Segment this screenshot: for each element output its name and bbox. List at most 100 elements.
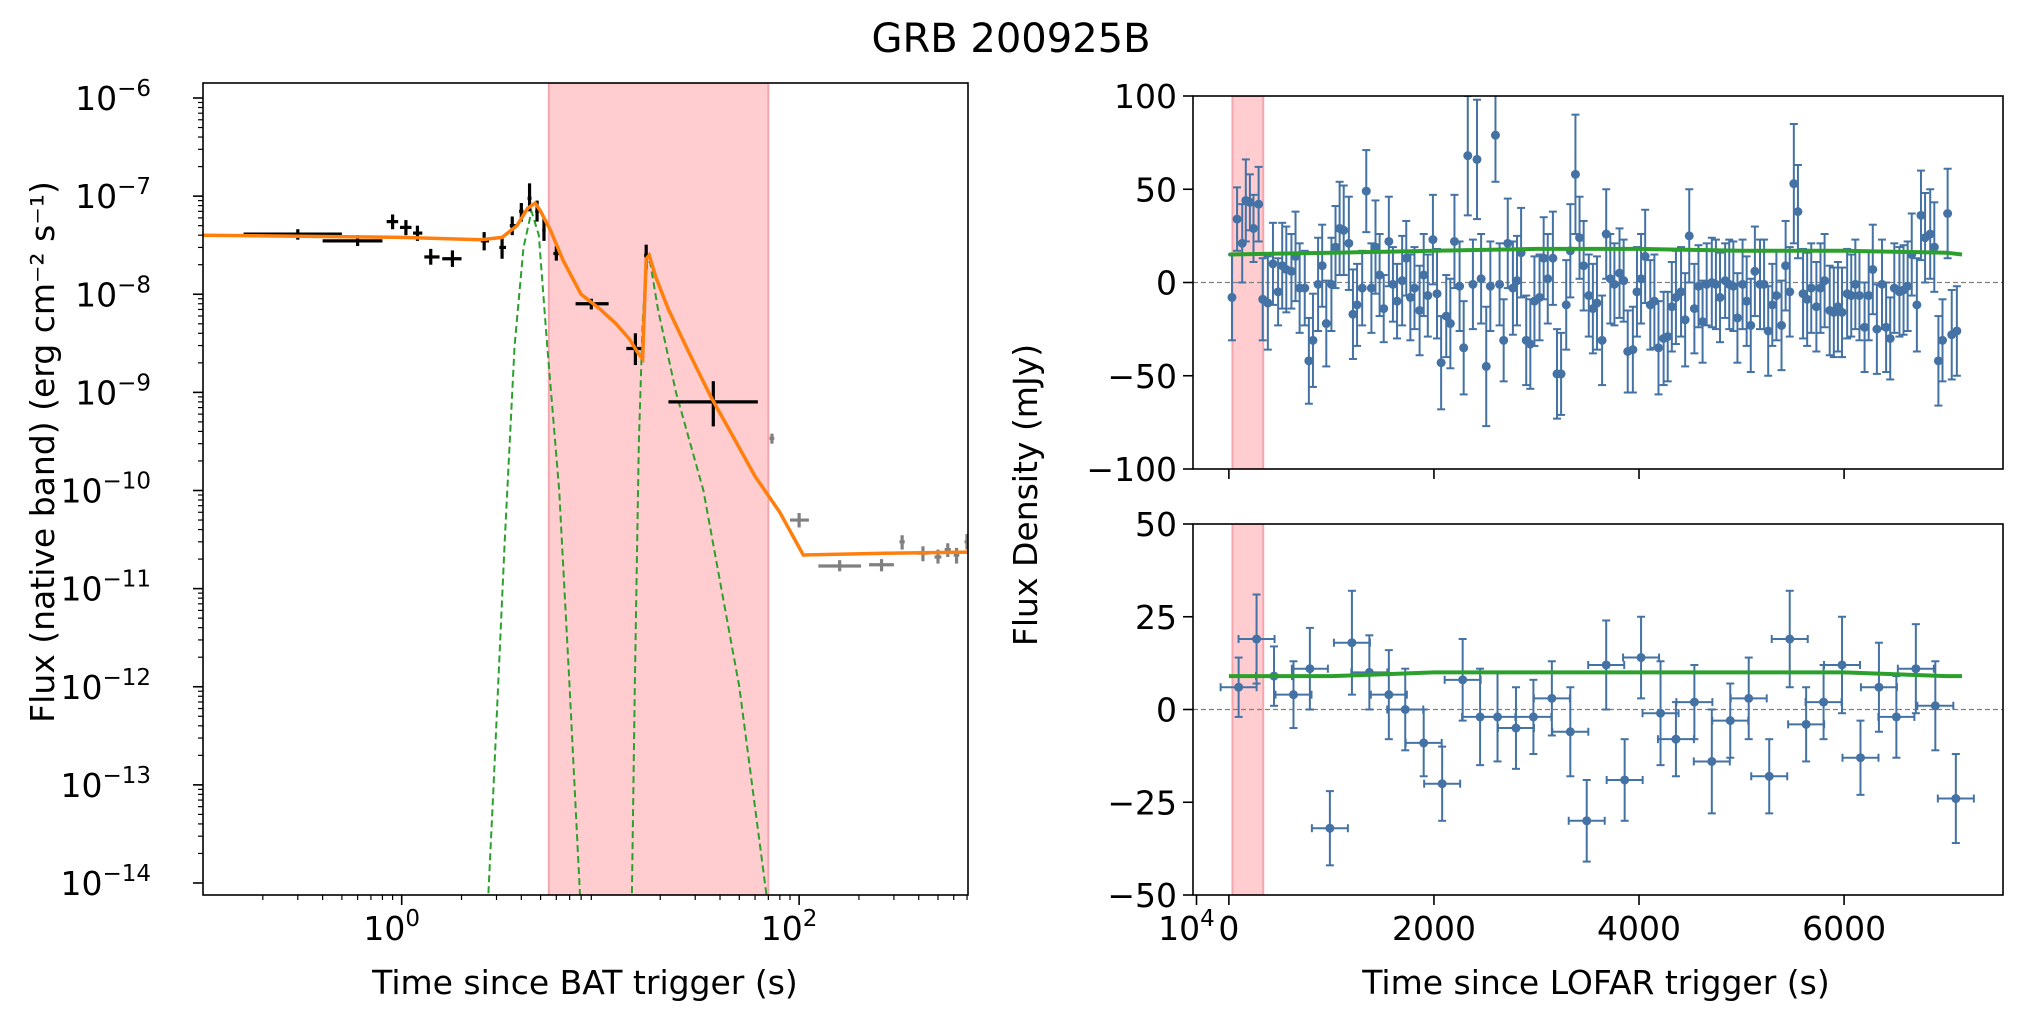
panel-rt-point-29 — [1352, 262, 1362, 347]
panel-rt-point-marker — [1938, 335, 1948, 345]
left-ytick-exp-7: −12 — [102, 665, 151, 691]
left-ytick-label-5: 10−10 — [60, 469, 151, 511]
panel-rt-point-marker — [1903, 281, 1913, 291]
panel-rt-point-marker — [1485, 281, 1495, 291]
panel-rt-point-38 — [1392, 262, 1402, 340]
panel-rb-point-13 — [1443, 638, 1482, 722]
panel-rt-point-11 — [1273, 257, 1283, 327]
panel-rt-point-marker — [1601, 229, 1611, 239]
panel-rt-point-105 — [1689, 262, 1699, 355]
panel-rb-ytick-label-4: −25 — [1107, 783, 1177, 822]
panel-rt-point-19 — [1308, 292, 1318, 388]
model-curve — [203, 200, 968, 557]
bat-point-9 — [499, 237, 507, 259]
panel-rt-point-67 — [1521, 294, 1531, 387]
panel-rt-point-marker — [1508, 283, 1518, 293]
panel-rb-point-marker — [1528, 712, 1538, 722]
panel-rt-point-163 — [1943, 167, 1953, 260]
panel-rt-point-marker — [1300, 283, 1310, 293]
panel-rt-point-104 — [1684, 188, 1694, 284]
panel-rt-point-marker — [1561, 300, 1571, 310]
panel-rb-point-22 — [1605, 738, 1644, 822]
panel-rt-point-marker — [1746, 320, 1756, 330]
panel-rt-point-73 — [1548, 210, 1558, 306]
panel-rt-point-129 — [1793, 164, 1803, 260]
panel-rb-point-marker — [1707, 756, 1717, 766]
panel-rt-point-marker — [1793, 207, 1803, 217]
xrt-point-1 — [769, 433, 775, 444]
panel-rt-point-150 — [1885, 296, 1895, 381]
panel-rt-point-marker — [1806, 283, 1816, 293]
panel-rb-point-21 — [1587, 619, 1626, 711]
panel-rt-point-6 — [1248, 193, 1258, 263]
panel-rt-point-84 — [1597, 294, 1607, 387]
panel-rt-point-142 — [1850, 238, 1860, 331]
panel-rt-point-159 — [1925, 188, 1935, 280]
figure-title: GRB 200925B — [871, 16, 1150, 62]
panel-rb-point-4 — [1274, 660, 1313, 730]
panel-rt-point-118 — [1746, 277, 1756, 374]
panel-rt-point-14 — [1286, 233, 1296, 310]
panel-rt-point-marker — [1245, 197, 1255, 207]
bat-point-4 — [399, 220, 412, 236]
panel-rt-point-62 — [1499, 298, 1509, 383]
panel-rt-point-marker — [1763, 326, 1773, 336]
left-ytick-label-8: 10−13 — [60, 763, 151, 805]
panel-rt-point-97 — [1653, 300, 1663, 396]
panel-rt-point-marker — [1667, 302, 1677, 312]
panel-rt-point-22 — [1321, 279, 1331, 368]
panel-rt-ytick-label-2: 50 — [1135, 170, 1177, 209]
panel-rb-point-marker — [1601, 660, 1611, 670]
panel-rt-point-125 — [1777, 279, 1787, 372]
panel-rt-point-marker — [1636, 274, 1646, 284]
panel-rt-point-marker — [1619, 276, 1629, 286]
panel-rt-point-marker — [1455, 281, 1465, 291]
left-ytick-exp-5: −10 — [102, 469, 151, 495]
panel-rt-point-154 — [1903, 240, 1913, 332]
panel-rb-point-5 — [1290, 626, 1329, 711]
panel-rb-point-marker — [1288, 690, 1298, 700]
xrt-point-14 — [994, 551, 998, 566]
panel-rt-point-marker — [1495, 279, 1505, 289]
bat-point-7 — [442, 250, 462, 267]
panel-rt-point-marker — [1459, 343, 1469, 353]
panel-rt-point-128 — [1789, 122, 1799, 245]
panel-rt-point-marker — [1357, 283, 1367, 293]
panel-rt-point-127 — [1785, 246, 1795, 338]
panel-rb-point-marker — [1305, 664, 1315, 674]
panel-rt-point-156 — [1912, 257, 1922, 353]
panel-rt-point-marker — [1268, 259, 1278, 269]
panel-rt-point-marker — [1232, 214, 1242, 224]
panel-rb-point-marker — [1874, 682, 1884, 692]
panel-rt-point-2 — [1232, 186, 1242, 252]
panel-rt-point-marker — [1308, 335, 1318, 345]
panel-rt-point-90 — [1623, 309, 1633, 394]
right-bottom-panel: 50 25 0 −25 −50 0 2000 4000 6000 — [1107, 505, 2004, 948]
panel-rt-point-24 — [1331, 205, 1341, 290]
panel-rt-ytick-label-5: −100 — [1086, 450, 1177, 489]
panel-rt-point-marker — [1771, 291, 1781, 301]
panel-rt-point-marker — [1777, 320, 1787, 330]
panel-rt-point-marker — [1912, 300, 1922, 310]
panel-rt-point-marker — [1263, 298, 1273, 308]
panel-rt-point-marker — [1366, 283, 1376, 293]
panel-rt-point-91 — [1628, 305, 1638, 394]
panel-rt-point-marker — [1499, 335, 1509, 345]
panel-rt-point-marker — [1254, 199, 1264, 209]
panel-rt-point-109 — [1707, 236, 1717, 329]
panel-rt-point-33 — [1371, 199, 1381, 295]
panel-rt-point-marker — [1676, 287, 1686, 297]
panel-rt-point-55 — [1468, 238, 1478, 331]
panel-rb-point-marker — [1565, 727, 1575, 737]
panel-rt-point-marker — [1738, 279, 1748, 289]
panel-rt-point-162 — [1938, 298, 1948, 383]
panel-rt-point-marker — [1321, 319, 1331, 329]
panel-rt-point-34 — [1375, 233, 1385, 318]
xrt-point-5 — [899, 535, 905, 550]
panel-rt-point-marker — [1820, 276, 1830, 286]
panel-rt-point-31 — [1361, 149, 1371, 234]
panel-rt-point-marker — [1628, 345, 1638, 355]
panel-rt-point-marker — [1579, 261, 1589, 271]
panel-rt-point-marker — [1837, 307, 1847, 317]
panel-rb-point-30 — [1750, 738, 1789, 815]
